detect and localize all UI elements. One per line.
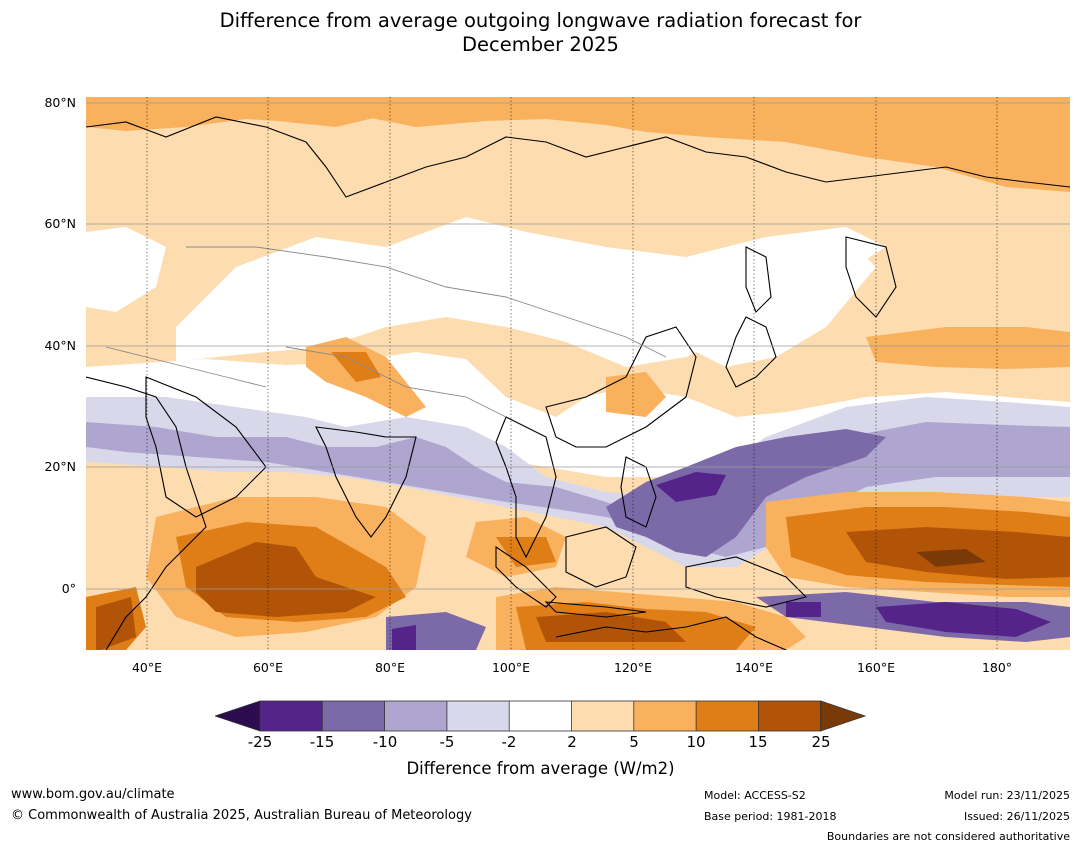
lat-label-60n: 60°N (44, 216, 76, 231)
coastline-borneo (565, 526, 637, 588)
colorbar-arrow-high (820, 700, 867, 732)
coastline-africa-east (86, 376, 207, 650)
colorbar (213, 700, 867, 736)
chart-title: Difference from average outgoing longwav… (0, 9, 1081, 57)
coastline-eurasia-north (86, 116, 1070, 198)
disclaimer-text: Boundaries are not considered authoritat… (826, 830, 1070, 843)
anomaly-negative-strong (606, 429, 886, 557)
anomaly-positive-pacific-north (866, 327, 1070, 369)
lon-label-80e: 80°E (374, 660, 406, 675)
colorbar-segment-4 (446, 701, 510, 731)
anomaly-arctic-strong (286, 102, 386, 127)
coastline-japan (725, 316, 777, 388)
lon-label-140e: 140°E (734, 660, 773, 675)
copyright-text: © Commonwealth of Australia 2025, Austra… (11, 808, 472, 823)
colorbar-segment-7 (633, 701, 697, 731)
lon-label-60e: 60°E (252, 660, 284, 675)
anomaly-positive-china (606, 372, 666, 417)
anomaly-arctic-positive (86, 97, 1070, 192)
anomaly-negative-very-strong-3 (392, 625, 416, 650)
lat-label-40n: 40°N (44, 338, 76, 353)
colorbar-segment-8 (696, 701, 759, 731)
colorbar-segment-3 (384, 701, 447, 731)
issued-text: Issued: 26/11/2025 (963, 810, 1070, 823)
anomaly-positive-africa-3 (196, 542, 376, 617)
colorbar-segment-5 (509, 701, 572, 731)
anomaly-negative-very-strong (656, 472, 726, 502)
coastline-southeast-asia (495, 416, 557, 559)
coastline-sumatra (495, 545, 557, 608)
coastline-sakhalin (745, 246, 772, 313)
model-text: Model: ACCESS-S2 (704, 789, 806, 802)
anomaly-neutral-east (686, 237, 876, 367)
website-link[interactable]: www.bom.gov.au/climate (11, 787, 175, 802)
lon-label-160e: 160°E (856, 660, 895, 675)
title-line-1: Difference from average outgoing longwav… (219, 9, 862, 32)
colorbar-tick: 5 (629, 733, 639, 751)
colorbar-tick: -5 (439, 733, 455, 751)
lon-label-100e: 100°E (491, 660, 530, 675)
coastline-china-east (545, 326, 697, 448)
anomaly-positive-australia-3 (536, 612, 686, 642)
anomaly-negative-very-strong-2 (876, 602, 1051, 637)
anomaly-negative-very-strong-4 (786, 602, 821, 617)
anomaly-neutral-west (86, 227, 166, 312)
colorbar-segment-1 (260, 701, 323, 731)
lon-label-180: 180° (981, 660, 1013, 675)
colorbar-segment-6 (571, 701, 634, 731)
coastline-arabia (145, 376, 267, 518)
border-middle-east (105, 346, 267, 388)
colorbar-tick: 10 (686, 733, 706, 751)
colorbar-tick: -10 (372, 733, 398, 751)
colorbar-tick: 15 (748, 733, 768, 751)
colorbar-tick: 25 (811, 733, 831, 751)
lat-label-20n: 20°N (44, 459, 76, 474)
coastline-java (544, 601, 647, 618)
ocean-map[interactable] (86, 97, 1070, 650)
lat-label-0: 0° (61, 581, 76, 596)
colorbar-tick: -25 (247, 733, 273, 751)
base-period-text: Base period: 1981-2018 (704, 810, 837, 823)
lon-label-120e: 120°E (613, 660, 652, 675)
anomaly-positive-himalaya-2 (331, 352, 381, 382)
lon-label-40e: 40°E (131, 660, 163, 675)
border-himalaya (285, 346, 507, 418)
colorbar-tick: 2 (567, 733, 577, 751)
colorbar-tick: -15 (309, 733, 335, 751)
coastline-australia-north (555, 616, 787, 650)
colorbar-label: Difference from average (W/m2) (406, 759, 675, 778)
anomaly-positive-africa-west-2 (96, 597, 136, 650)
colorbar-segment-2 (322, 701, 385, 731)
colorbar-tick: -2 (501, 733, 517, 751)
colorbar-arrow-low (213, 700, 261, 732)
model-run-text: Model run: 23/11/2025 (944, 789, 1070, 802)
anomaly-positive-pacific-4 (916, 549, 986, 567)
lat-label-80n: 80°N (44, 95, 76, 110)
title-line-2: December 2025 (462, 33, 619, 56)
border-central-asia (186, 246, 667, 358)
colorbar-segment-9 (758, 701, 821, 731)
